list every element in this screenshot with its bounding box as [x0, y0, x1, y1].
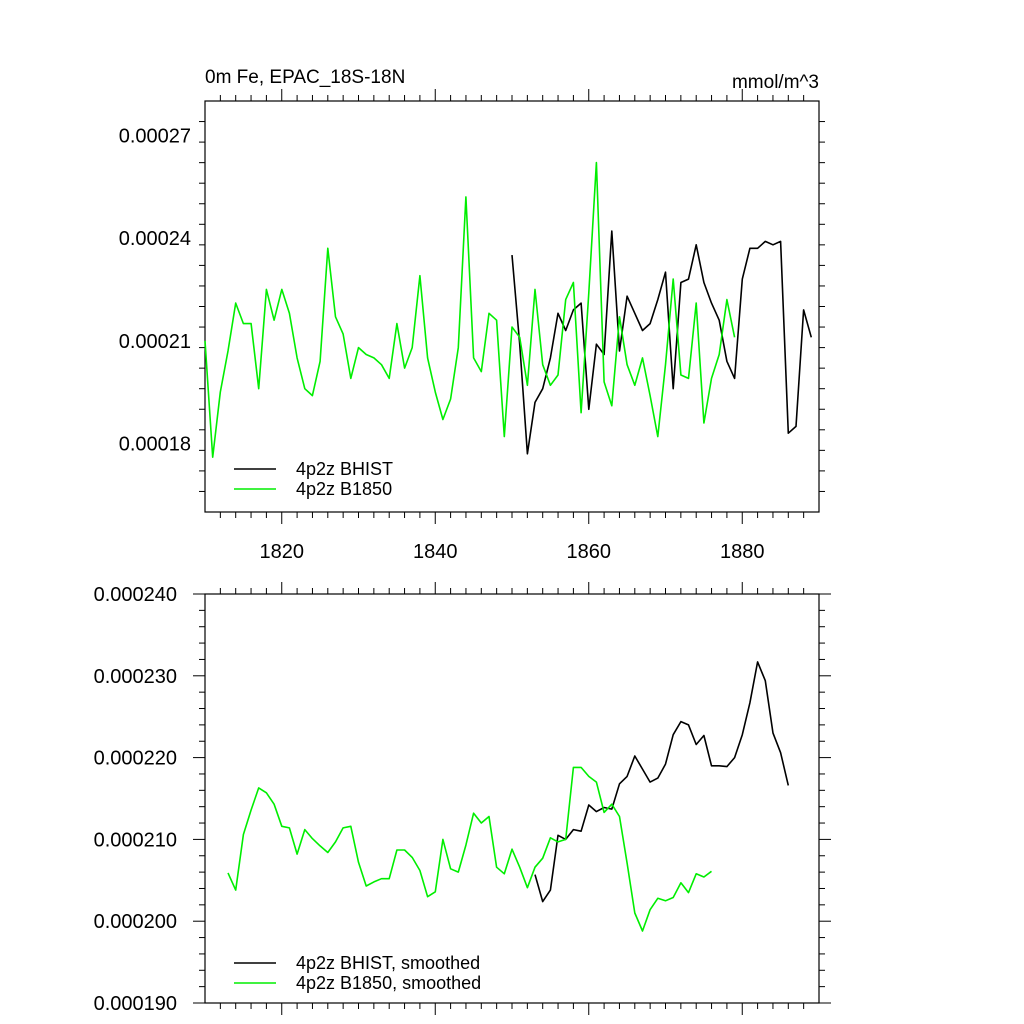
y-tick-label: 0.000200	[94, 911, 177, 933]
y-tick-label: 0.00018	[119, 434, 191, 456]
units-label: mmol/m^3	[732, 72, 819, 93]
plot-frame	[204, 593, 820, 1004]
series-line-bhist	[511, 230, 813, 455]
y-tick-label: 0.000230	[94, 666, 177, 688]
legend-label: 4p2z BHIST	[296, 459, 393, 479]
legend-label: 4p2z BHIST, smoothed	[296, 953, 480, 973]
plot-frame	[204, 100, 820, 513]
top-panel: 0m Fe, EPAC_18S-18N mmol/m^3 0.00018 0.00…	[119, 67, 825, 563]
series-line-bhist	[534, 661, 790, 903]
y-tick-label: 0.000220	[94, 748, 177, 770]
series-line-b1850	[227, 766, 712, 932]
y-tick-label: 0.000240	[94, 584, 177, 606]
legend-label: 4p2z B1850	[296, 479, 392, 499]
y-tick-label: 0.00027	[119, 125, 191, 147]
x-tick-label: 1820	[260, 541, 305, 563]
x-tick-label: 1860	[567, 541, 612, 563]
y-tick-label: 0.000190	[94, 993, 177, 1015]
x-tick-label: 1880	[720, 541, 765, 563]
x-tick-label: 1840	[413, 541, 458, 563]
y-tick-label: 0.00021	[119, 331, 191, 353]
series-line-b1850	[204, 161, 736, 459]
y-tick-label: 0.00024	[119, 228, 191, 250]
chart-title: 0m Fe, EPAC_18S-18N	[205, 67, 405, 88]
bottom-panel: 0.000190 0.000200 0.000210 0.000220 0.000230…	[94, 582, 831, 1015]
legend-label: 4p2z B1850, smoothed	[296, 973, 481, 993]
y-tick-label: 0.000210	[94, 829, 177, 851]
